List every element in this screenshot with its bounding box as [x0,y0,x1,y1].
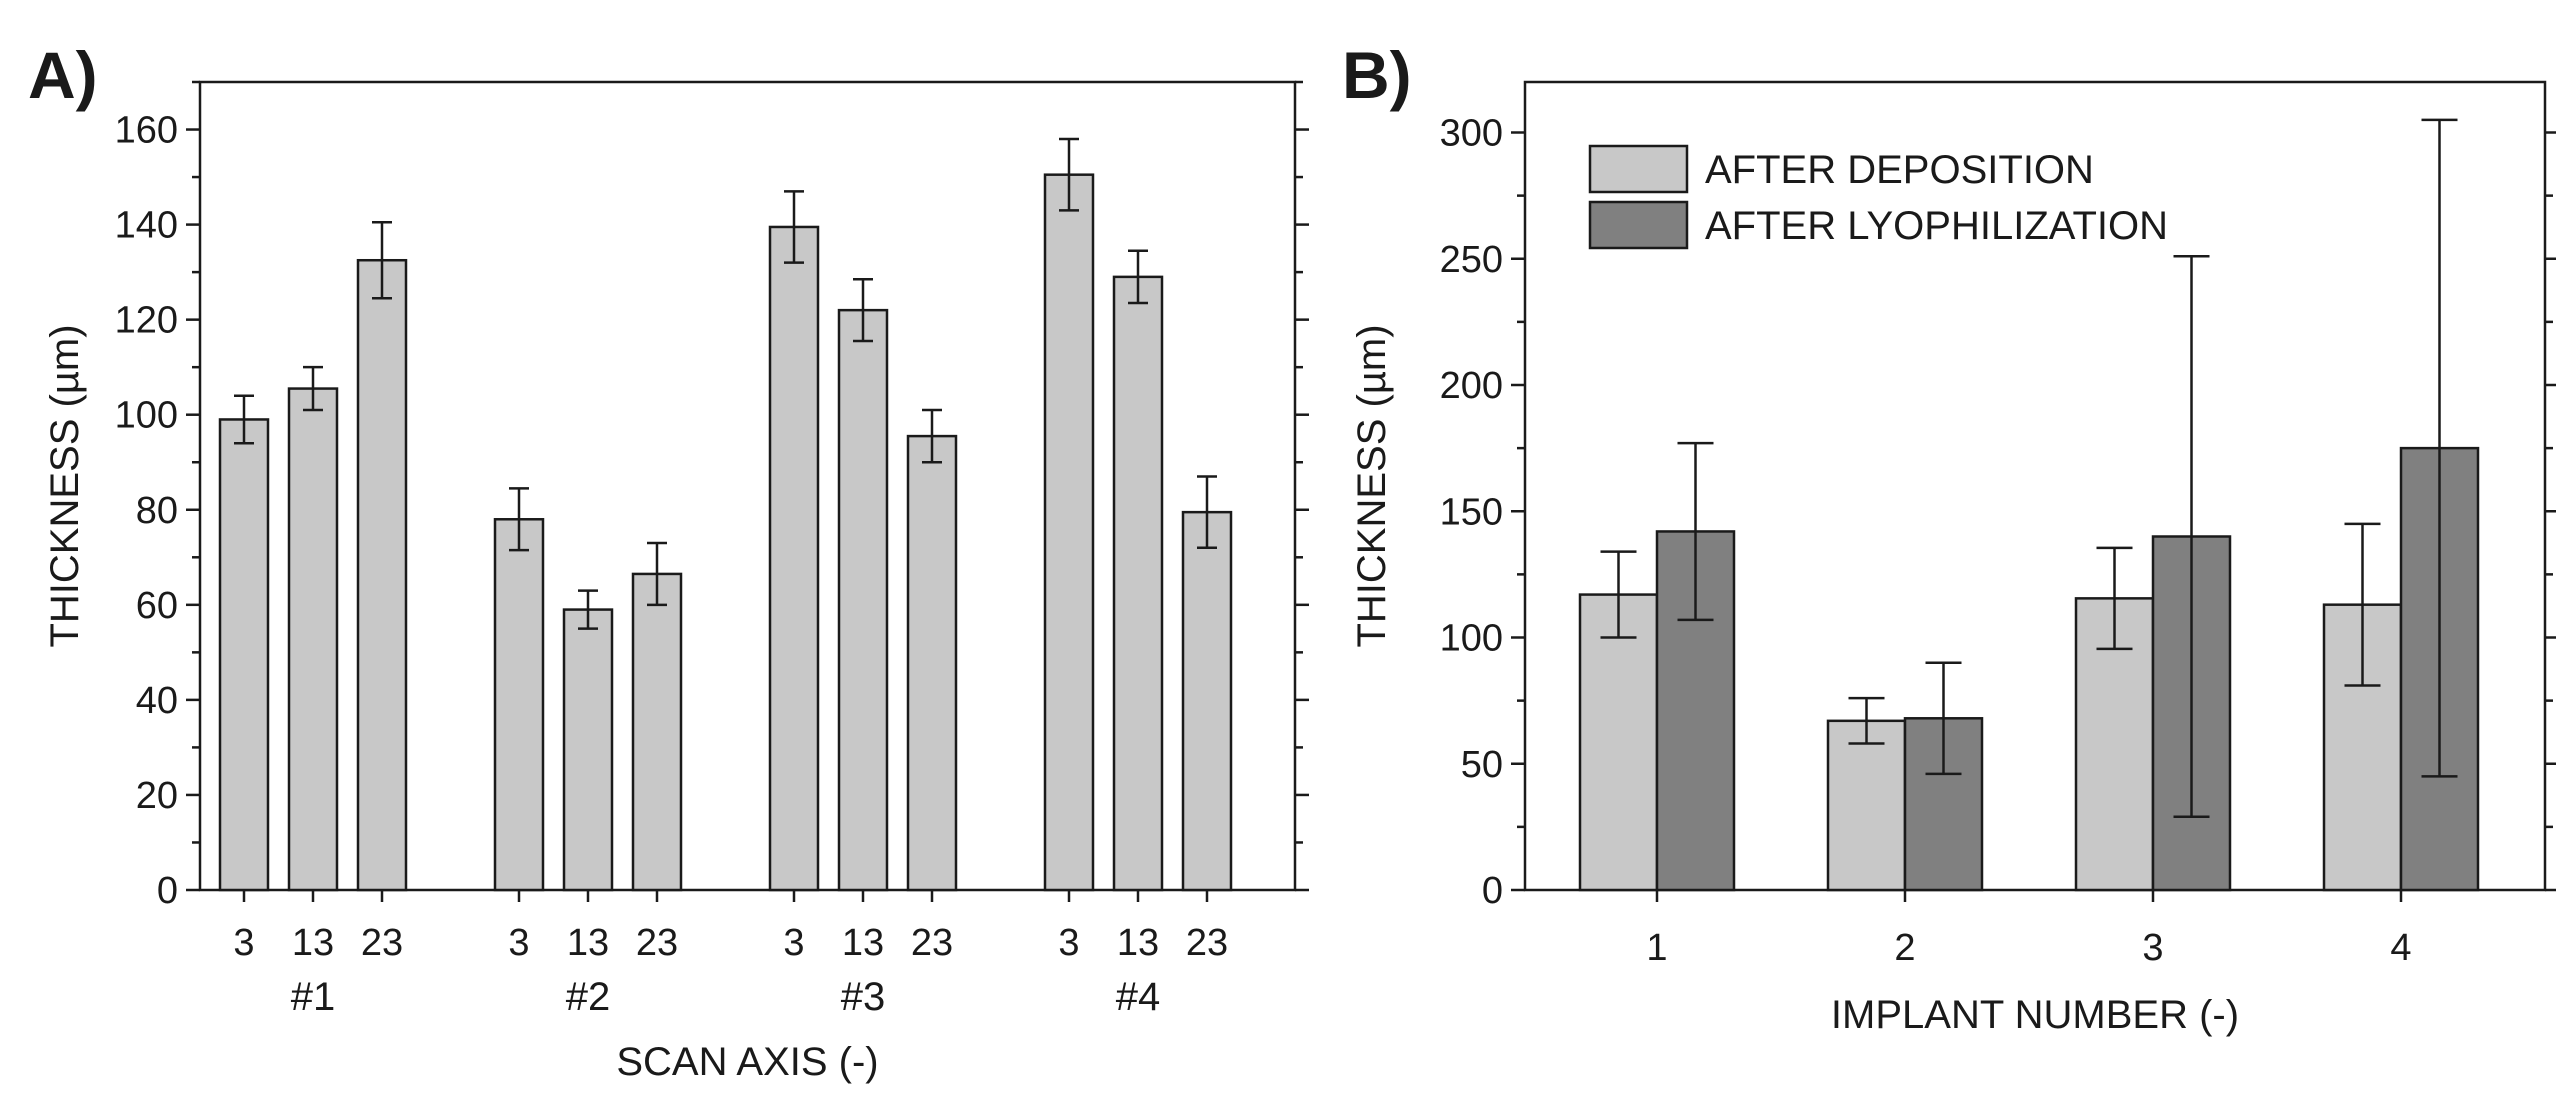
a-y-tick-label: 0 [157,870,178,912]
a-x-tick-label: 13 [292,922,334,964]
a-x-tick-label: 13 [1117,922,1159,964]
b-x-axis-title: IMPLANT NUMBER (-) [1831,993,2239,1037]
bar [1826,719,1907,892]
b-y-tick-label: 200 [1440,365,1503,407]
bar [1578,593,1659,892]
a-x-tick-label: 23 [636,922,678,964]
b-y-tick-label: 250 [1440,239,1503,281]
b-x-tick-label: 2 [1894,927,1915,969]
b-y-tick-label: 0 [1482,870,1503,912]
a-y-axis-title: THICKNESS (µm) [43,324,87,647]
a-x-tick-label: 3 [1058,922,1079,964]
a-plot-frame [198,80,1297,892]
bar [1112,275,1164,892]
a-x-tick-label: 3 [783,922,804,964]
b-y-axis-title: THICKNESS (µm) [1350,324,1394,647]
chart-b: B) 0 50 100 150 200 250 300 1 2 3 4 IMPLANT NUMBER … [1342,38,2556,1037]
bar [768,225,820,892]
bar [493,518,545,892]
bar [287,387,339,892]
a-x-tick-label: 23 [361,922,403,964]
legend-swatch [1588,144,1689,194]
b-x-tick-label: 1 [1646,927,1667,969]
b-x-tick-label: 4 [2390,927,2411,969]
b-y-tick-label: 100 [1440,618,1503,660]
a-y-tick-label: 140 [115,205,178,247]
a-x-tick-label: 23 [1186,922,1228,964]
bar [631,572,683,892]
b-x-tick-label: 3 [2142,927,2163,969]
panel-label-b: B) [1342,38,1412,112]
bar [356,258,408,892]
a-x-tick-label: 3 [508,922,529,964]
b-plot-frame [1523,80,2547,892]
group-label: #3 [841,975,886,1019]
a-y-tick-label: 80 [136,490,178,532]
a-x-tick-label: 13 [842,922,884,964]
group-label: #1 [291,975,336,1019]
bar [906,434,958,892]
legend-label: AFTER DEPOSITION [1705,148,2094,192]
bar [218,418,270,892]
group-label: #2 [566,975,611,1019]
b-y-tick-label: 150 [1440,491,1503,533]
a-x-tick-label: 13 [567,922,609,964]
bar [1043,173,1095,892]
bar [1181,510,1233,892]
a-y-tick-label: 120 [115,300,178,342]
a-x-tick-label: 23 [911,922,953,964]
bar [837,308,889,892]
bar [562,608,614,892]
legend-label: AFTER LYOPHILIZATION [1705,204,2168,248]
b-y-tick-label: 50 [1461,744,1503,786]
panel-label-a: A) [28,38,98,112]
a-y-tick-label: 40 [136,680,178,722]
group-label: #4 [1116,975,1161,1019]
a-y-tick-label: 160 [115,110,178,152]
a-x-axis-title: SCAN AXIS (-) [616,1040,878,1084]
b-y-tick-label: 300 [1440,113,1503,155]
a-y-tick-label: 20 [136,775,178,817]
a-y-tick-label: 60 [136,585,178,627]
a-x-tick-label: 3 [233,922,254,964]
legend-swatch [1588,200,1689,250]
a-y-tick-label: 100 [115,395,178,437]
